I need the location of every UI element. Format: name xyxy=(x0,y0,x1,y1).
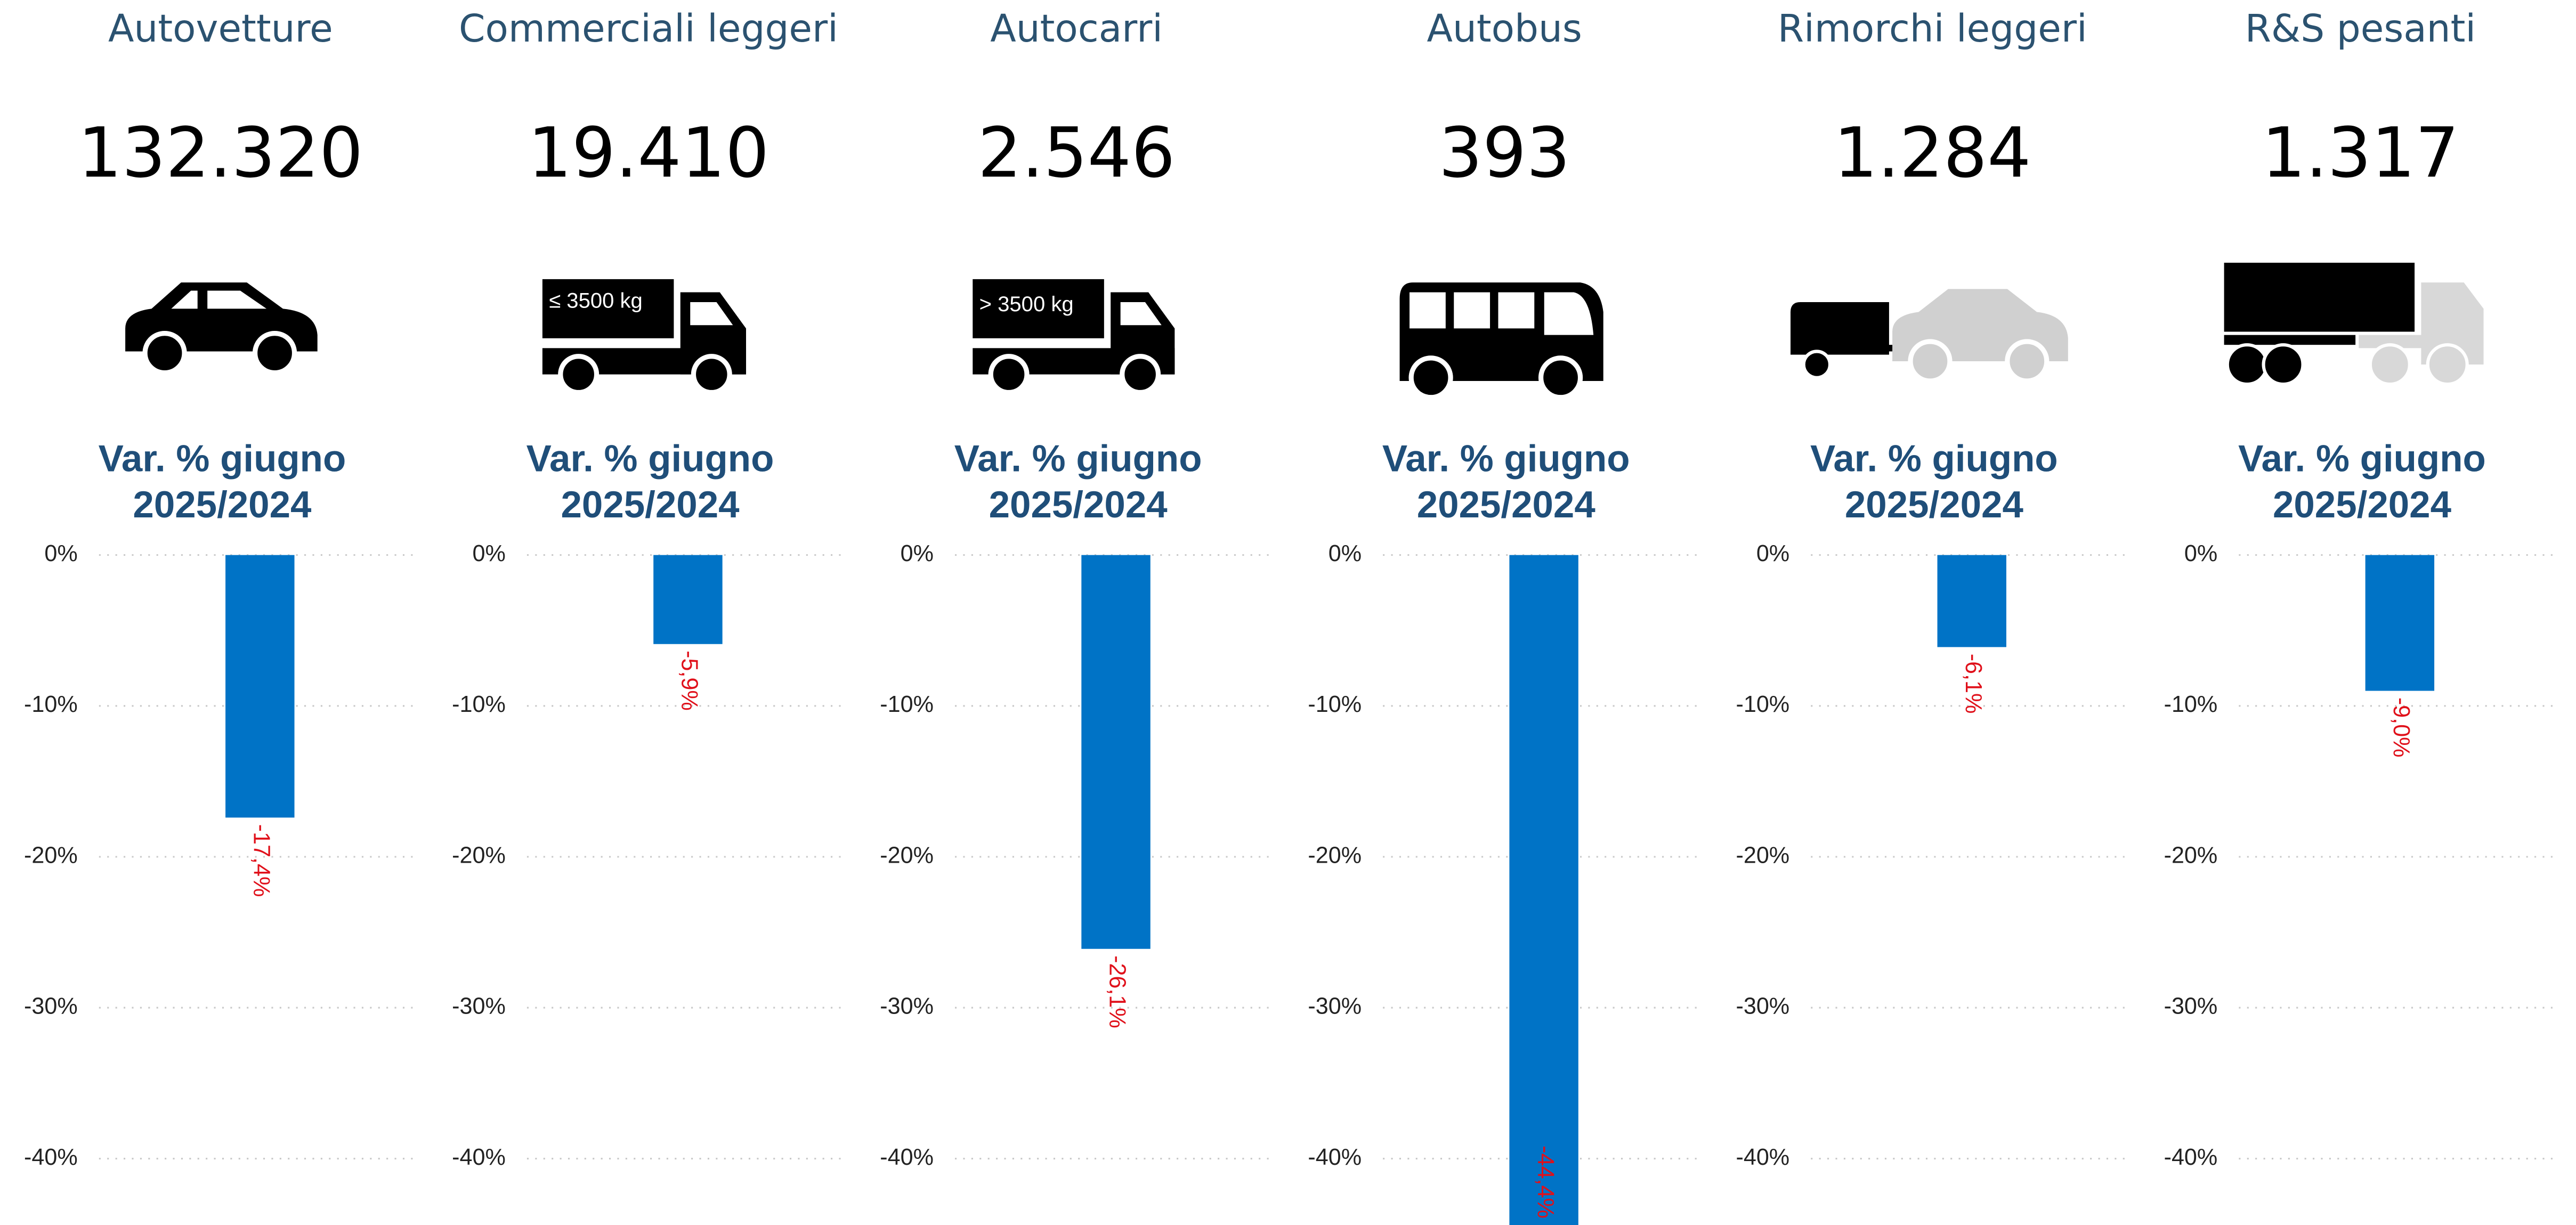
y-tick-label: -20% xyxy=(1308,842,1362,868)
kpi-value: 19.410 xyxy=(528,112,769,193)
heavy-trailer-icon xyxy=(2224,263,2484,386)
y-tick-label: -30% xyxy=(24,994,78,1019)
chart-subtitle: Var. % giugno xyxy=(1382,438,1630,480)
chart-subtitle: Var. % giugno xyxy=(99,438,346,480)
kpi-value: 1.284 xyxy=(1834,112,2031,193)
y-tick-label: -30% xyxy=(1736,994,1789,1019)
y-tick-label: -40% xyxy=(24,1145,78,1170)
chart-subtitle: Var. % giugno xyxy=(954,438,1202,480)
y-tick-label: -30% xyxy=(1308,994,1362,1019)
y-tick-label: -40% xyxy=(880,1145,934,1170)
y-tick-label: -40% xyxy=(2164,1145,2218,1170)
bar xyxy=(1937,555,2006,647)
y-tick-label: -40% xyxy=(1736,1145,1789,1170)
chart-subtitle: 2025/2024 xyxy=(2273,484,2452,526)
trailer-icon xyxy=(1791,289,2068,384)
kpi-value: 132.320 xyxy=(78,112,363,193)
y-tick-label: -10% xyxy=(2164,692,2218,717)
bar xyxy=(2365,555,2435,691)
heavy-truck-icon: > 3500 kg xyxy=(973,279,1175,395)
kpi-value: 393 xyxy=(1439,112,1570,193)
panel-title: Commerciali leggeri xyxy=(459,6,838,51)
y-tick-label: -20% xyxy=(1736,842,1789,868)
panel-title: Autobus xyxy=(1427,6,1582,51)
kpi-value: 2.546 xyxy=(978,112,1176,193)
value-label: -44,4% xyxy=(1533,1146,1558,1219)
y-tick-label: -40% xyxy=(1308,1145,1362,1170)
y-tick-label: 0% xyxy=(473,541,506,566)
value-label: -5,9% xyxy=(677,651,702,711)
y-tick-label: -30% xyxy=(2164,994,2218,1019)
panel-title: R&S pesanti xyxy=(2245,6,2476,51)
y-tick-label: 0% xyxy=(1328,541,1362,566)
y-tick-label: -30% xyxy=(880,994,934,1019)
value-label: -17,4% xyxy=(248,824,274,897)
kpi-value: 1.317 xyxy=(2262,112,2459,193)
y-tick-label: -10% xyxy=(1736,692,1789,717)
panel-title: Autovetture xyxy=(108,6,333,51)
light-truck-icon: ≤ 3500 kg xyxy=(542,279,747,395)
y-tick-label: -10% xyxy=(880,692,934,717)
chart-subtitle: 2025/2024 xyxy=(1417,484,1596,526)
value-label: -26,1% xyxy=(1105,955,1130,1028)
icon-text: > 3500 kg xyxy=(979,293,1074,316)
y-tick-label: 0% xyxy=(1756,541,1789,566)
y-tick-label: -20% xyxy=(24,842,78,868)
y-tick-label: -30% xyxy=(452,994,506,1019)
chart-subtitle: Var. % giugno xyxy=(2238,438,2486,480)
y-tick-label: -10% xyxy=(452,692,506,717)
y-tick-label: -20% xyxy=(452,842,506,868)
chart-subtitle: Var. % giugno xyxy=(526,438,774,480)
bar xyxy=(653,555,723,644)
value-label: -6,1% xyxy=(1961,654,1986,714)
y-tick-label: -10% xyxy=(1308,692,1362,717)
chart-subtitle: 2025/2024 xyxy=(561,484,740,526)
y-tick-label: -20% xyxy=(880,842,934,868)
bar xyxy=(225,555,295,818)
y-tick-label: 0% xyxy=(2184,541,2217,566)
y-tick-label: -10% xyxy=(24,692,78,717)
car-icon xyxy=(125,282,318,376)
bus-icon xyxy=(1399,282,1603,400)
chart-subtitle: Var. % giugno xyxy=(1810,438,2058,480)
icon-text: ≤ 3500 kg xyxy=(549,289,643,313)
y-tick-label: -40% xyxy=(452,1145,506,1170)
value-label: -9,0% xyxy=(2388,697,2414,758)
panel-title: Autocarri xyxy=(990,6,1163,51)
chart-subtitle: 2025/2024 xyxy=(989,484,1168,526)
chart-subtitle: 2025/2024 xyxy=(1845,484,2024,526)
y-tick-label: -20% xyxy=(2164,842,2218,868)
panel-title: Rimorchi leggeri xyxy=(1778,6,2087,51)
y-tick-label: 0% xyxy=(901,541,934,566)
y-tick-label: 0% xyxy=(44,541,77,566)
bar xyxy=(1509,555,1578,1225)
chart-subtitle: 2025/2024 xyxy=(133,484,312,526)
bar xyxy=(1081,555,1151,949)
